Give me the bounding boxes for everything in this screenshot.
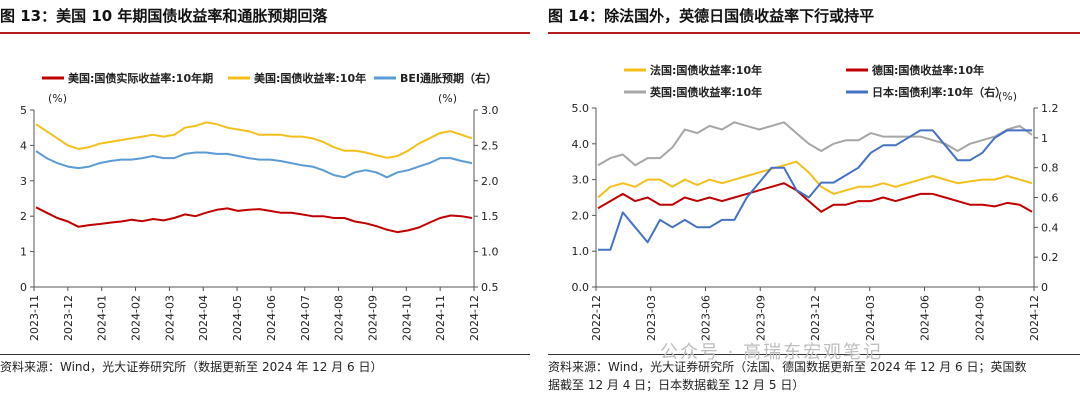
- source-divider-left: [0, 354, 530, 355]
- left-y-right-tick-label: 3.0: [481, 104, 499, 117]
- left-x-tick-label: 2024-05: [231, 295, 244, 341]
- right-x-tick-label: 2023-03: [645, 295, 658, 341]
- left-y-left-tick-label: 2: [20, 210, 27, 223]
- chart-left-svg: 0 1 2 3 4 5 0.5 1.0 1.5 2.0 2.5 3.0 (%) (%) 2023-11 202…: [20, 71, 499, 341]
- left-x-tick-label: 2024-12: [468, 295, 481, 341]
- right-y-left-tick-label: 4.0: [572, 138, 590, 151]
- right-x-tick-label: 2024-03: [864, 295, 877, 341]
- left-x-tick-label: 2024-02: [130, 295, 143, 341]
- source-note-right-line2: 据截至 12 月 4 日；日本数据截至 12 月 5 日）: [548, 378, 805, 392]
- right-y-right-tick-label: 0.8: [1041, 162, 1059, 175]
- right-series-line-2: [597, 121, 1033, 167]
- watermark: 公众号 · 高瑞东宏观笔记: [660, 342, 884, 363]
- left-x-tick-label: 2024-06: [265, 295, 278, 341]
- left-x-tick-label: 2023-11: [28, 295, 41, 341]
- left-y-left-tick-label: 1: [20, 246, 27, 259]
- source-divider-right: [548, 354, 1080, 355]
- left-y-left-tick-label: 0: [20, 281, 27, 294]
- left-y-right-tick-label: 1.5: [481, 210, 499, 223]
- chart-title-left: 图 13：美国 10 年期国债收益率和通胀预期回落: [0, 7, 328, 25]
- right-x-tick-label: 2024-12: [1028, 295, 1041, 341]
- chart-title-right: 图 14：除法国外，英德日国债收益率下行或持平: [548, 7, 875, 25]
- left-x-tick-label: 2024-11: [434, 295, 447, 341]
- source-note-right: 资料来源：Wind，光大证券研究所（法国、德国数据更新至 2024 年 12 月…: [548, 358, 1027, 394]
- left-y-right-unit: (%): [438, 92, 457, 105]
- title-divider-right: [548, 32, 1080, 34]
- source-note-right-line1: 资料来源：Wind，光大证券研究所（法国、德国数据更新至 2024 年 12 月…: [548, 360, 1027, 374]
- right-y-right-tick-label: 1.2: [1041, 102, 1059, 115]
- right-y-left-tick-label: 0.0: [572, 281, 590, 294]
- title-divider-left: [0, 32, 530, 34]
- right-panel: 图 14：除法国外，英德日国债收益率下行或持平 0.0 1.0 2.0 3.0 4.0 5…: [548, 0, 1080, 400]
- left-x-tick-label: 2024-03: [163, 295, 176, 341]
- right-y-right-unit: (%): [998, 90, 1017, 103]
- left-y-left-tick-label: 5: [20, 104, 27, 117]
- left-x-tick-label: 2024-01: [96, 295, 109, 341]
- left-legend-label-1: 美国:国债收益率:10年: [254, 71, 366, 85]
- left-x-tick-label: 2024-07: [299, 295, 312, 341]
- left-legend-label-2: BEI通胀预期（右）: [400, 71, 497, 85]
- right-x-tick-label: 2024-09: [973, 295, 986, 341]
- left-y-left-tick-label: 3: [20, 175, 27, 188]
- right-y-right-tick-label: 0: [1041, 281, 1048, 294]
- right-series-line-3: [598, 129, 1032, 251]
- right-legend-label-2: 英国:国债收益率:10年: [649, 85, 762, 99]
- left-y-right-tick-label: 0.5: [481, 281, 499, 294]
- right-y-left-tick-label: 1.0: [572, 245, 590, 258]
- left-series-line-2: [35, 150, 473, 179]
- chart-right-svg: 0.0 1.0 2.0 3.0 4.0 5.0 0 0.2 0.4 0.6 0.8 1 1.2 (%) 20…: [572, 63, 1059, 341]
- right-legend-label-3: 日本:国债利率:10年（右）: [872, 85, 1006, 99]
- right-series-line-0: [597, 160, 1033, 199]
- source-note-left: 资料来源：Wind，光大证券研究所（数据更新至 2024 年 12 月 6 日）: [0, 360, 383, 374]
- right-x-tick-label: 2023-09: [754, 295, 767, 341]
- right-legend-label-1: 德国:国债收益率:10年: [871, 63, 984, 77]
- left-panel: 图 13：美国 10 年期国债收益率和通胀预期回落 0 1 2 3 4 5 0.5 1.0 1.…: [0, 0, 530, 400]
- right-y-left-tick-label: 3.0: [572, 174, 590, 187]
- left-y-right-tick-label: 1.0: [481, 246, 499, 259]
- right-series-line-1: [597, 182, 1033, 213]
- right-x-tick-label: 2024-06: [919, 295, 932, 341]
- right-x-tick-label: 2023-12: [809, 295, 822, 341]
- left-series-line-0: [35, 206, 473, 234]
- left-x-tick-label: 2024-09: [366, 295, 379, 341]
- left-series-line-1: [35, 121, 473, 159]
- right-legend-label-0: 法国:国债收益率:10年: [650, 63, 762, 77]
- left-x-tick-label: 2023-12: [62, 295, 75, 341]
- left-y-left-unit: (%): [48, 92, 67, 105]
- right-y-left-tick-label: 2.0: [572, 209, 590, 222]
- right-x-tick-label: 2022-12: [590, 295, 603, 341]
- right-y-left-tick-label: 5.0: [572, 102, 590, 115]
- left-y-right-tick-label: 2.5: [481, 139, 499, 152]
- right-y-right-tick-label: 0.4: [1041, 221, 1059, 234]
- left-x-tick-label: 2024-10: [400, 295, 413, 341]
- right-y-right-tick-label: 1: [1041, 132, 1048, 145]
- left-x-tick-label: 2024-08: [333, 295, 346, 341]
- right-y-right-tick-label: 0.2: [1041, 251, 1059, 264]
- left-y-left-tick-label: 4: [20, 139, 27, 152]
- left-legend-label-0: 美国:国债实际收益率:10年期: [68, 71, 213, 85]
- right-y-right-tick-label: 0.6: [1041, 192, 1059, 205]
- left-y-right-tick-label: 2.0: [481, 175, 499, 188]
- right-x-tick-label: 2023-06: [700, 295, 713, 341]
- left-x-tick-label: 2024-04: [197, 295, 210, 341]
